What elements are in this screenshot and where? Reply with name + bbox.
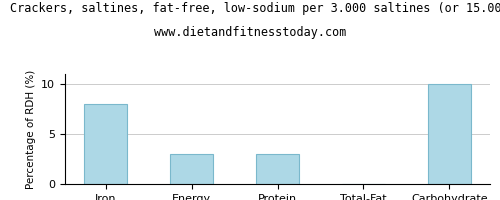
Bar [84, 104, 127, 184]
Y-axis label: Percentage of RDH (%): Percentage of RDH (%) [26, 69, 36, 189]
Text: www.dietandfitnesstoday.com: www.dietandfitnesstoday.com [154, 26, 346, 39]
Bar [256, 154, 299, 184]
Bar [170, 154, 213, 184]
Text: Crackers, saltines, fat-free, low-sodium per 3.000 saltines (or 15.00 g): Crackers, saltines, fat-free, low-sodium… [10, 2, 500, 15]
Bar [428, 84, 470, 184]
